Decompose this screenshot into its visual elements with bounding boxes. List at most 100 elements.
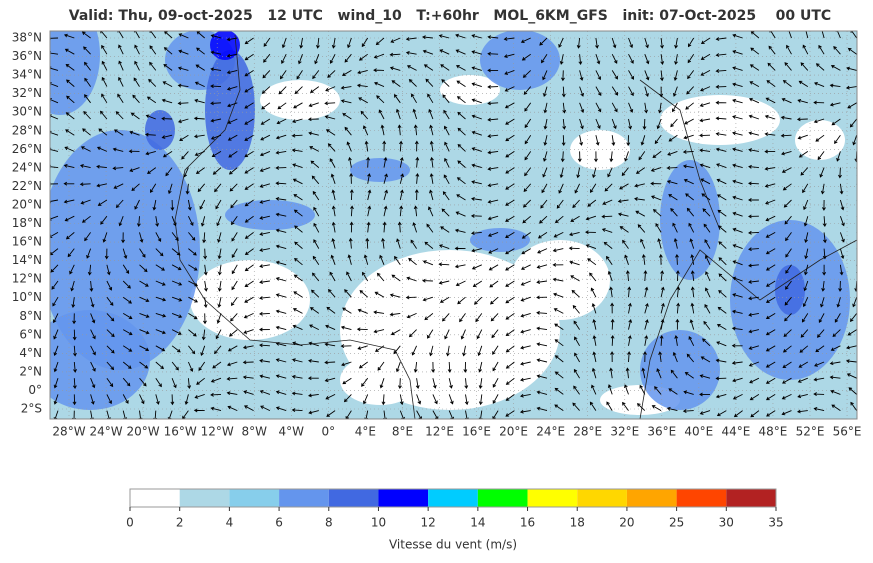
wind-arrow [670,207,678,217]
wind-arrow [50,182,59,186]
wind-arrow [210,50,222,55]
wind-arrow [650,167,662,172]
wind-arrow [554,404,564,411]
wind-arrow [731,326,743,331]
wind-arrow [674,54,678,65]
calm-area [260,80,340,120]
wind-arrow [765,199,776,205]
wind-arrow [408,329,417,338]
wind-arrow [161,134,173,139]
wind-arrow [179,134,189,141]
lon-label: 4°E [355,425,376,439]
wind-arrow [106,296,114,306]
lon-label: 16°E [462,425,491,439]
wind-arrow [281,54,287,64]
wind-arrow [226,361,238,367]
wind-arrow [748,181,759,186]
wind-arrow [462,345,466,357]
wind-arrow [786,44,792,55]
wind-arrow [699,374,711,379]
wind-arrow [422,296,434,302]
wind-arrow [797,134,808,140]
wind-arrow [53,345,59,356]
wind-arrow [150,183,157,193]
wind-arrow [275,134,287,140]
wind-arrow [373,53,385,59]
wind-arrow [568,246,580,251]
wind-arrow [573,320,580,330]
wind-arrow [845,85,857,90]
wind-arrow [455,65,466,71]
wind-arrow [171,361,179,371]
wind-arrow [520,37,531,43]
wind-arrow [804,248,809,260]
wind-arrow [765,345,776,352]
wind-arrow [572,402,580,411]
wind-arrow [487,215,499,221]
wind-arrow [732,33,743,39]
wind-arrow [188,248,197,256]
wind-arrow [748,230,759,235]
wind-arrow [196,377,205,385]
wind-arrow [688,37,695,48]
wind-arrow [686,86,695,95]
wind-arrow [505,361,515,369]
wind-arrow [216,313,222,324]
wind-arrow [128,149,140,154]
wind-arrow [188,313,198,320]
wind-arrow [666,406,678,412]
wind-arrow [244,37,254,45]
wind-arrow [639,384,646,395]
colorbar-segment [676,489,727,507]
wind-arrow [122,313,133,319]
wind-arrow [572,304,580,314]
wind-arrow [155,216,160,227]
wind-arrow [636,403,646,411]
wind-arrow [578,54,583,66]
wind-arrow [363,254,369,265]
wind-arrow [118,216,124,227]
wind-arrow [781,410,792,416]
wind-arrow [505,410,515,417]
wind-arrow [783,329,792,337]
wind-arrow [671,102,678,113]
wind-arrow [291,358,303,363]
wind-arrow [171,329,182,335]
wind-arrow [406,276,417,282]
wind-arrow [543,135,548,146]
wind-arrow [344,53,352,63]
wind-arrow [611,135,616,146]
wind-arrow [748,131,760,136]
wind-arrow [780,133,792,138]
wind-arrow [342,70,352,76]
wind-arrow [553,308,564,314]
wind-arrow [767,62,776,71]
wind-arrow [144,132,156,137]
wind-arrow [194,393,205,399]
wind-arrow [561,86,566,98]
wind-arrow [592,318,597,330]
wind-arrow [82,128,91,136]
wind-arrow [643,351,647,363]
wind-arrow [170,394,175,406]
wind-arrow [115,199,124,209]
wind-arrow [130,112,140,120]
colorbar-label: Vitesse du vent (m/s) [389,538,517,552]
wind-arrow [505,232,515,238]
wind-arrow [668,134,678,142]
wind-arrow [162,81,173,87]
wind-arrow [682,409,694,413]
colorbar-tick-label: 0 [126,516,134,530]
wind-arrow [148,78,157,87]
wind-arrow [408,257,417,266]
wind-arrow [163,47,173,55]
wind-arrow [764,149,776,154]
wind-arrow [536,310,548,315]
wind-arrow [308,393,319,398]
wind-arrow [523,86,532,95]
wind-arrow [732,195,743,201]
wind-arrow [595,102,602,113]
wind-arrow [100,215,108,225]
wind-arrow [540,199,548,209]
wind-arrow [601,228,613,233]
